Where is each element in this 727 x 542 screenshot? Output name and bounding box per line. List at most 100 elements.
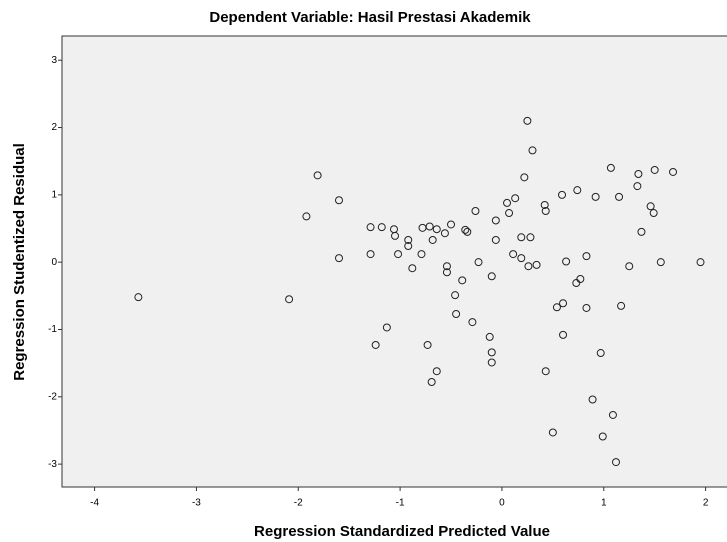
point	[440, 229, 449, 238]
point	[523, 116, 532, 125]
point	[442, 262, 451, 271]
point	[371, 340, 380, 349]
point	[487, 348, 496, 357]
point	[541, 207, 550, 216]
point	[447, 220, 456, 229]
point	[491, 216, 500, 225]
y-tick-label: 2	[51, 122, 57, 133]
point	[615, 192, 624, 201]
point	[548, 428, 557, 437]
point	[582, 303, 591, 312]
point	[520, 173, 529, 182]
point	[509, 250, 518, 259]
point	[313, 171, 322, 180]
point	[452, 310, 461, 319]
point	[572, 279, 581, 288]
point	[451, 291, 460, 300]
point	[485, 332, 494, 341]
point	[417, 250, 426, 259]
x-axis-label: Regression Standardized Predicted Value	[254, 523, 550, 540]
point	[526, 233, 535, 242]
point	[532, 260, 541, 269]
point	[334, 196, 343, 205]
point	[528, 146, 537, 155]
point	[391, 231, 400, 240]
point	[596, 349, 605, 358]
point	[633, 182, 642, 191]
point	[541, 367, 550, 376]
point	[471, 207, 480, 216]
y-tick-label: -1	[48, 324, 57, 335]
point	[617, 301, 626, 310]
point	[503, 198, 512, 207]
point	[588, 395, 597, 404]
point	[134, 293, 143, 302]
point	[625, 262, 634, 271]
point	[423, 340, 432, 349]
point	[474, 258, 483, 267]
point	[468, 318, 477, 327]
point	[461, 225, 470, 234]
point	[302, 212, 311, 221]
point	[366, 223, 375, 232]
point	[432, 225, 441, 234]
point	[540, 200, 549, 209]
point	[427, 377, 436, 386]
point	[598, 432, 607, 441]
point	[432, 367, 441, 376]
point	[582, 252, 591, 261]
y-tick-label: -3	[48, 459, 57, 470]
point	[559, 330, 568, 339]
point	[463, 227, 472, 236]
point	[487, 272, 496, 281]
point	[505, 209, 514, 218]
point	[394, 250, 403, 259]
x-tick-label: 2	[703, 498, 709, 509]
x-tick-label: -4	[90, 498, 99, 509]
point	[425, 222, 434, 231]
x-tick-label: 0	[499, 498, 505, 509]
point	[573, 186, 582, 195]
point	[576, 275, 585, 284]
x-tick-label: -3	[192, 498, 201, 509]
point	[650, 165, 659, 174]
point	[517, 233, 526, 242]
point	[637, 227, 646, 236]
point	[511, 194, 520, 203]
chart-title: Dependent Variable: Hasil Prestasi Akade…	[209, 9, 531, 26]
y-tick-label: -2	[48, 391, 57, 402]
point	[487, 358, 496, 367]
point	[562, 257, 571, 266]
point	[558, 190, 567, 199]
point	[517, 254, 526, 263]
point	[669, 167, 678, 176]
x-tick-label: -2	[294, 498, 303, 509]
point	[591, 192, 600, 201]
point	[382, 323, 391, 332]
y-tick-label: 0	[51, 257, 57, 268]
y-axis-label: Regression Studentized Residual	[11, 143, 28, 381]
point	[649, 209, 658, 218]
point	[552, 303, 561, 312]
point	[458, 276, 467, 285]
point	[608, 410, 617, 419]
point	[404, 235, 413, 244]
plot-area	[61, 35, 727, 488]
point	[634, 169, 643, 178]
point	[611, 458, 620, 467]
x-tick-label: -1	[396, 498, 405, 509]
point	[646, 202, 655, 211]
x-tick-label: 1	[601, 498, 607, 509]
point	[656, 258, 665, 267]
point	[285, 295, 294, 304]
point	[696, 258, 705, 267]
point	[428, 235, 437, 244]
point	[491, 235, 500, 244]
point	[404, 242, 413, 251]
point	[559, 299, 568, 308]
point	[408, 264, 417, 273]
point	[377, 223, 386, 232]
point	[442, 268, 451, 277]
point	[606, 163, 615, 172]
